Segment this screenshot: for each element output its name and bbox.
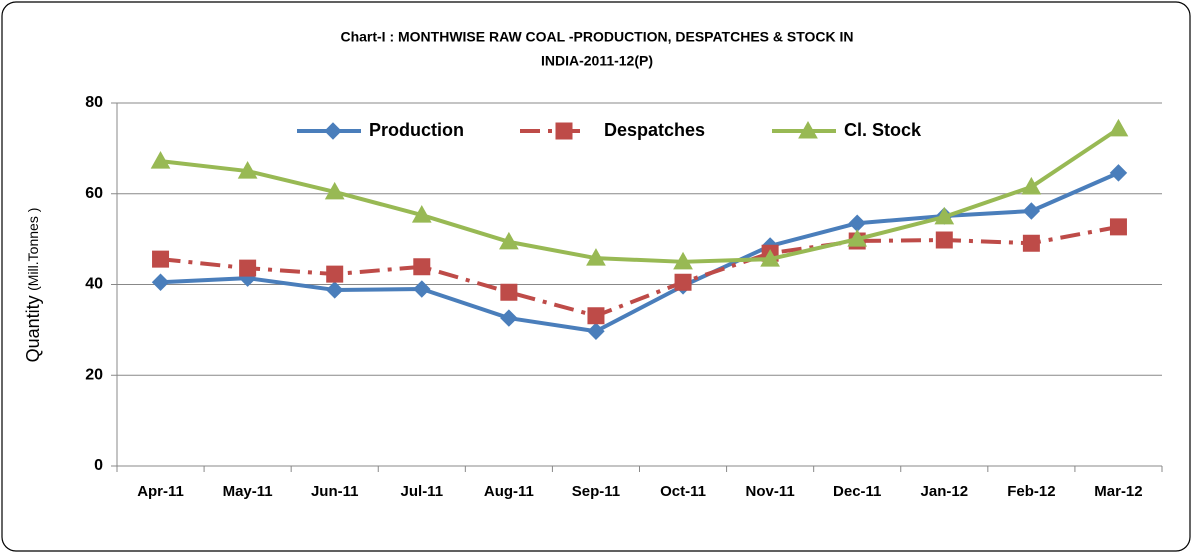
y-axis-label: Quantity (Mill.Tonnes )	[23, 208, 43, 363]
data-point	[1109, 164, 1128, 182]
y-tick-label: 60	[85, 185, 103, 202]
y-axis-label-main: Quantity	[23, 295, 43, 362]
y-axis-label-unit: (Mill.Tonnes )	[25, 208, 41, 291]
data-point	[935, 231, 953, 249]
data-point	[1022, 234, 1040, 252]
y-tick-label: 0	[94, 457, 103, 474]
y-tick-label: 20	[85, 366, 103, 383]
x-tick-label: Jun-11	[311, 483, 359, 500]
x-tick-label: May-11	[223, 483, 273, 500]
series-line	[160, 127, 1120, 264]
x-tick-label: Jan-12	[921, 483, 969, 500]
data-point	[326, 281, 344, 299]
data-point	[324, 181, 345, 200]
x-tick-label: Mar-12	[1094, 483, 1142, 500]
data-point	[237, 161, 258, 179]
data-point	[674, 273, 692, 291]
data-point	[151, 273, 170, 291]
x-tick-label: Jul-11	[401, 483, 444, 500]
data-point	[413, 280, 431, 298]
data-point	[499, 231, 519, 250]
legend-marker	[798, 120, 818, 139]
data-point	[500, 283, 518, 301]
data-point	[150, 151, 171, 169]
x-tick-label: Dec-11	[833, 483, 881, 500]
y-tick-label: 40	[85, 276, 103, 293]
data-point	[586, 248, 606, 266]
data-point	[326, 265, 344, 283]
x-tick-label: Feb-12	[1007, 483, 1055, 500]
data-point	[411, 205, 432, 223]
data-point	[1021, 176, 1042, 195]
legend-label: Despatches	[604, 120, 705, 140]
legend-label: Production	[369, 120, 464, 140]
legend-marker	[324, 122, 342, 140]
x-tick-label: Oct-11	[660, 483, 706, 500]
x-tick-label: Sep-11	[572, 483, 620, 500]
data-point	[673, 251, 693, 270]
data-point	[847, 229, 868, 247]
data-point	[587, 322, 605, 340]
chart-title: INDIA-2011-12(P)	[541, 53, 653, 69]
series-line	[160, 224, 1119, 318]
y-tick-label: 80	[85, 94, 103, 111]
data-point	[760, 249, 780, 267]
data-point	[1022, 202, 1041, 220]
chart-title: Chart-I : MONTHWISE RAW COAL -PRODUCTION…	[340, 29, 853, 45]
x-tick-label: Nov-11	[746, 483, 795, 500]
data-point	[1109, 218, 1127, 236]
data-point	[413, 258, 431, 276]
legend-label: Cl. Stock	[844, 120, 922, 140]
legend-marker	[555, 122, 573, 140]
x-tick-label: Aug-11	[484, 483, 534, 500]
data-point	[587, 307, 605, 325]
x-tick-label: Apr-11	[137, 483, 184, 500]
data-point	[152, 250, 170, 268]
data-point	[239, 259, 257, 277]
series-line	[160, 171, 1120, 334]
data-point	[500, 309, 518, 327]
data-point	[934, 206, 955, 225]
data-point	[1108, 118, 1129, 137]
